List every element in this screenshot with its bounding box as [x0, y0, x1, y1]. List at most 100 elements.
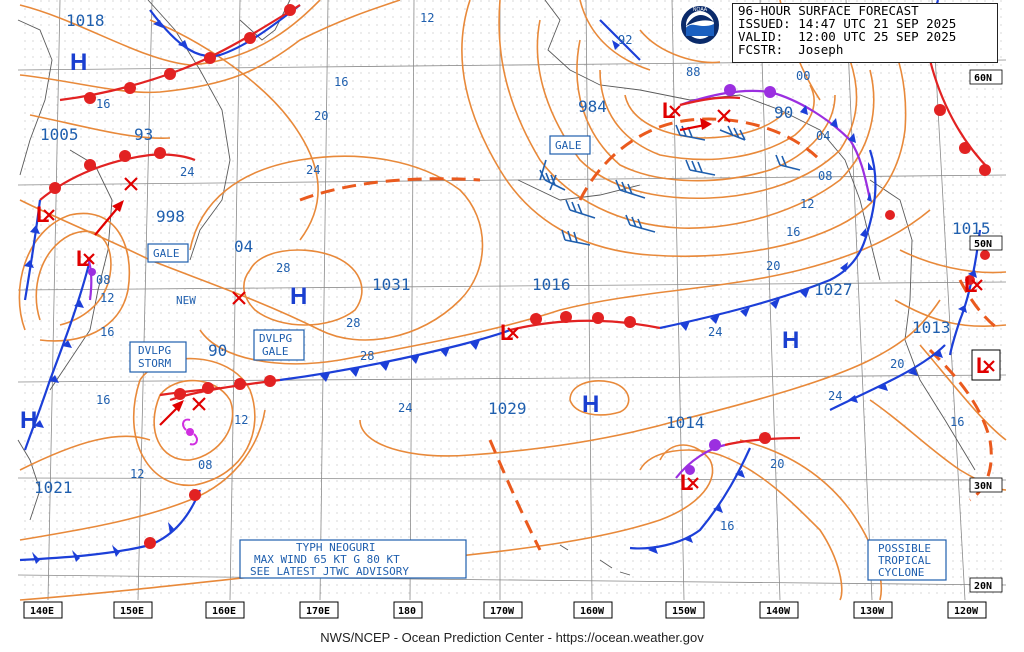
product-title: 96-HOUR SURFACE FORECAST [738, 3, 919, 18]
svg-text:16: 16 [950, 415, 964, 429]
svg-text:L: L [964, 272, 977, 297]
lat-lon-grid [17, 0, 1007, 601]
future-position-marks [124, 109, 731, 411]
svg-text:20: 20 [766, 259, 780, 273]
svg-text:L: L [662, 98, 675, 123]
svg-text:1029: 1029 [488, 399, 527, 418]
svg-text:24: 24 [306, 163, 320, 177]
svg-text:24: 24 [708, 325, 722, 339]
svg-text:20N: 20N [974, 581, 992, 592]
isobar-value-labels: 12 16 20 24 28 92 88 00 04 08 12 16 20 2… [96, 11, 964, 533]
forecast-title-block: 96-HOUR SURFACE FORECAST ISSUED: 14:47 U… [732, 3, 998, 63]
svg-text:984: 984 [578, 97, 607, 116]
svg-text:1005: 1005 [40, 125, 79, 144]
low-baja: L [971, 349, 1001, 381]
svg-text:140E: 140E [30, 606, 54, 617]
high-central-1031: H [290, 283, 307, 310]
svg-text:08: 08 [198, 458, 212, 472]
gale-box-kamchatka: GALE [147, 243, 189, 263]
svg-text:NOAA: NOAA [693, 7, 708, 13]
svg-text:1027: 1027 [814, 280, 853, 299]
map-background [18, 0, 1006, 600]
gale-wind-barbs [539, 124, 801, 246]
storm-motion-arrows [94, 118, 712, 426]
front-symbols [24, 4, 991, 564]
svg-text:POSSIBLE: POSSIBLE [878, 542, 931, 555]
svg-text:28: 28 [360, 349, 374, 363]
low-alaska-984: L [662, 98, 681, 123]
svg-text:1013: 1013 [912, 318, 951, 337]
svg-text:180: 180 [398, 606, 416, 617]
svg-text:140W: 140W [766, 606, 791, 617]
svg-text:12: 12 [234, 413, 248, 427]
svg-text:SEE LATEST JTWC ADVISORY: SEE LATEST JTWC ADVISORY [250, 565, 409, 578]
low-dateline-1016: L [500, 320, 519, 345]
svg-text:00: 00 [796, 69, 810, 83]
possible-tropical-cyclone-box: POSSIBLE TROPICAL CYCLONE [867, 539, 947, 581]
svg-text:30N: 30N [974, 481, 992, 492]
svg-text:L: L [36, 202, 49, 227]
svg-text:04: 04 [816, 129, 830, 143]
high-east-pacific-1027: H [782, 327, 799, 354]
dvlpg-storm-box: DVLPG STORM [129, 341, 187, 373]
svg-text:12: 12 [800, 197, 814, 211]
svg-text:16: 16 [720, 519, 734, 533]
svg-text:TYPH NEOGURI: TYPH NEOGURI [296, 541, 375, 554]
svg-text:60N: 60N [974, 73, 992, 84]
footer-credit: NWS/NCEP - Ocean Prediction Center - htt… [320, 630, 704, 645]
svg-text:1021: 1021 [34, 478, 73, 497]
svg-text:90: 90 [774, 103, 793, 122]
svg-text:20: 20 [890, 357, 904, 371]
svg-text:24: 24 [180, 165, 194, 179]
svg-text:28: 28 [276, 261, 290, 275]
svg-text:88: 88 [686, 65, 700, 79]
isobars [18, 0, 1007, 601]
svg-text:L: L [76, 246, 89, 271]
typhoon-advisory-box: TYPH NEOGURI MAX WIND 65 KT G 80 KT SEE … [239, 539, 467, 579]
svg-text:170E: 170E [306, 606, 330, 617]
svg-text:28: 28 [346, 316, 360, 330]
gale-box-alaska: GALE [549, 135, 591, 155]
latitude-labels: 60N 50N 30N 20N [969, 69, 1003, 593]
svg-text:L: L [976, 353, 989, 378]
svg-text:12: 12 [100, 291, 114, 305]
svg-text:DVLPG: DVLPG [138, 344, 171, 357]
svg-text:20: 20 [314, 109, 328, 123]
svg-text:160E: 160E [212, 606, 236, 617]
svg-text:170W: 170W [490, 606, 515, 617]
high-central-1029: H [582, 391, 599, 418]
svg-text:16: 16 [334, 75, 348, 89]
new-label: NEW [176, 294, 196, 307]
high-west-coast: H [20, 407, 37, 434]
svg-text:24: 24 [828, 389, 842, 403]
valid-time: VALID: 12:00 UTC 25 SEP 2025 [738, 29, 957, 44]
svg-text:CYCLONE: CYCLONE [878, 566, 924, 579]
svg-text:16: 16 [100, 325, 114, 339]
svg-text:DVLPG: DVLPG [259, 332, 292, 345]
svg-text:08: 08 [818, 169, 832, 183]
svg-text:160W: 160W [580, 606, 605, 617]
svg-text:MAX WIND 65 KT G 80 KT: MAX WIND 65 KT G 80 KT [254, 553, 400, 566]
svg-text:20: 20 [770, 457, 784, 471]
low-bc-1015: L [964, 272, 983, 297]
svg-text:130W: 130W [860, 606, 885, 617]
low-japan-1005: L [76, 246, 95, 271]
svg-text:L: L [500, 320, 513, 345]
svg-text:16: 16 [96, 393, 110, 407]
svg-text:92: 92 [618, 33, 632, 47]
issued-time: ISSUED: 14:47 UTC 21 SEP 2025 [738, 16, 957, 31]
svg-text:150E: 150E [120, 606, 144, 617]
svg-text:12: 12 [130, 467, 144, 481]
svg-text:90: 90 [208, 341, 227, 360]
svg-text:1016: 1016 [532, 275, 571, 294]
forecaster: FCSTR: Joseph [738, 42, 844, 57]
svg-text:93: 93 [134, 125, 153, 144]
svg-text:1014: 1014 [666, 413, 705, 432]
low-kamchatka-998: L [36, 202, 55, 227]
svg-text:1031: 1031 [372, 275, 411, 294]
svg-text:04: 04 [234, 237, 253, 256]
svg-text:1018: 1018 [66, 11, 105, 30]
svg-text:16: 16 [786, 225, 800, 239]
svg-text:150W: 150W [672, 606, 697, 617]
